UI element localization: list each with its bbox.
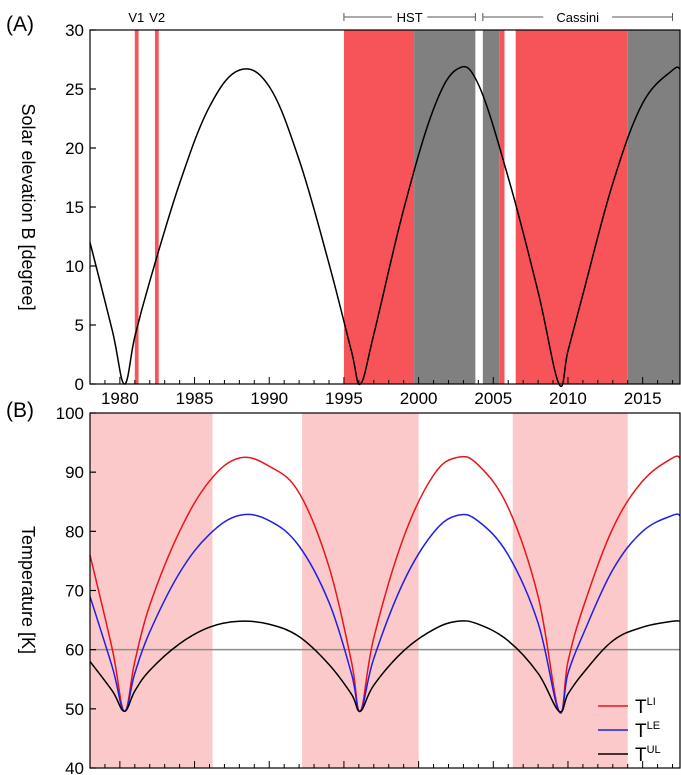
- b-y-tick-label: 90: [65, 463, 84, 482]
- b-shaded-span: [302, 413, 419, 768]
- a-y-tick-label: 20: [65, 139, 84, 158]
- a-y-tick-label: 25: [65, 80, 84, 99]
- b-y-tick-label: 40: [65, 759, 84, 775]
- a-x-tick-label: 1990: [250, 389, 288, 408]
- a-bracket-label: HST: [397, 10, 423, 25]
- a-shaded-span: [499, 30, 504, 384]
- legend-label: TUL: [635, 744, 661, 766]
- a-y-axis: 0 5 10 15 20 25 30: [65, 21, 96, 394]
- a-x-tick-label: 2015: [624, 389, 662, 408]
- a-y-tick-label: 10: [65, 257, 84, 276]
- a-shaded-span: [516, 30, 628, 384]
- a-x-tick-label: 1985: [176, 389, 214, 408]
- a-bracket-label: Cassini: [556, 10, 599, 25]
- a-y-tick-label: 30: [65, 21, 84, 40]
- legend-label: TLE: [635, 720, 660, 742]
- a-shaded-span: [483, 30, 499, 384]
- panel-label-a: (A): [6, 13, 34, 36]
- a-y-axis-title: Solar elevation B [degree]: [18, 103, 38, 310]
- panel-a: 0 5 10 15 20 25 30 1980 1985 1990 1995 2000 2005 201…: [6, 10, 680, 408]
- a-shaded-span: [628, 30, 680, 384]
- b-y-tick-label: 80: [65, 522, 84, 541]
- a-shaded-span: [155, 30, 159, 384]
- a-shaded-spans: [135, 30, 680, 384]
- a-x-tick-label: 1995: [325, 389, 363, 408]
- b-y-tick-label: 60: [65, 641, 84, 660]
- b-y-tick-label: 50: [65, 700, 84, 719]
- a-y-tick-label: 0: [75, 375, 84, 394]
- a-x-tick-label: 2005: [474, 389, 512, 408]
- b-y-axis-title: Temperature [K]: [18, 526, 38, 654]
- a-annotation-label: V1: [128, 10, 144, 25]
- b-shaded-span: [513, 413, 628, 768]
- a-x-tick-label: 1980: [101, 389, 139, 408]
- b-y-tick-label: 100: [56, 404, 84, 423]
- a-x-tick-label: 2000: [400, 389, 438, 408]
- a-x-tick-label: 2010: [549, 389, 587, 408]
- a-annotation-label: V2: [149, 10, 165, 25]
- legend-label: TLI: [635, 696, 656, 718]
- a-y-tick-label: 5: [75, 316, 84, 335]
- b-shaded-span: [90, 413, 212, 768]
- b-shaded-spans: [90, 413, 628, 768]
- panel-label-b: (B): [6, 399, 34, 422]
- a-annotations: V1 V2 HST Cassini: [128, 10, 672, 25]
- b-y-tick-label: 70: [65, 582, 84, 601]
- a-y-tick-label: 15: [65, 198, 84, 217]
